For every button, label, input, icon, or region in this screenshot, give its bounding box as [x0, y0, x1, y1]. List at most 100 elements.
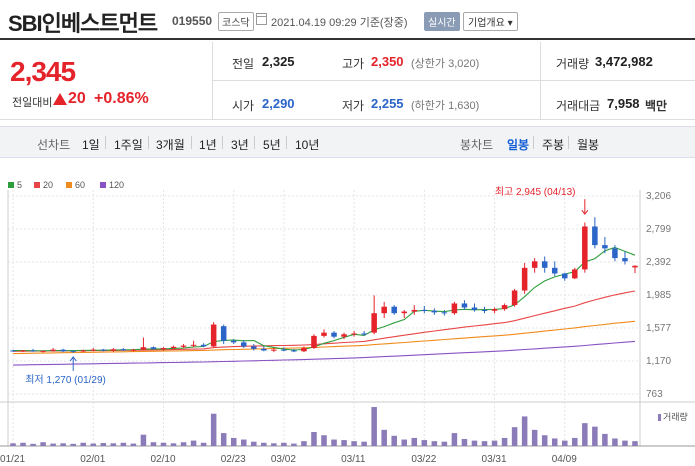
volume-bar: [341, 440, 347, 446]
period-10y[interactable]: 10년: [295, 138, 320, 152]
volume-bar: [130, 443, 137, 446]
divider: [222, 136, 223, 149]
volume-bar: [20, 442, 26, 446]
current-price: 2,345: [10, 56, 76, 87]
y-tick-label: 1,577: [646, 323, 671, 334]
divider: [540, 42, 541, 120]
candle-weekly[interactable]: 주봉: [542, 138, 565, 152]
period-1d[interactable]: 1일: [82, 138, 100, 152]
candle-body: [541, 261, 548, 268]
volume-bar: [461, 439, 468, 446]
candle-body: [130, 349, 137, 351]
volume-bar: [491, 440, 498, 446]
candle-body: [351, 333, 357, 335]
x-tick-label: 01/21: [0, 454, 25, 465]
candle-daily[interactable]: 일봉: [507, 138, 530, 152]
volume-bar: [200, 442, 207, 446]
calendar-icon: [256, 13, 267, 25]
volume-bar: [371, 407, 377, 446]
legend-ma120: 120: [100, 180, 124, 190]
amount-unit: 백만: [645, 99, 668, 113]
high-annotation: 최고 2,945 (04/13): [495, 186, 576, 198]
ma120-line: [12, 340, 636, 366]
volume-bar: [531, 429, 538, 446]
volume-bar: [572, 437, 578, 446]
candle-body: [110, 349, 117, 351]
open-value: 2,290: [262, 96, 295, 111]
candle-body: [50, 349, 56, 351]
divider: [191, 136, 192, 149]
candle-chart-label: 봉차트: [460, 138, 494, 152]
company-info-button[interactable]: 기업개요 ▾: [463, 12, 518, 31]
candle-body: [441, 312, 448, 314]
high-label: 고가: [342, 57, 365, 71]
candle-body: [90, 349, 97, 351]
candle-body: [562, 273, 568, 279]
candle-body: [331, 332, 337, 337]
candle-monthly[interactable]: 월봉: [577, 138, 600, 152]
volume-bar: [321, 435, 327, 446]
candle-body: [160, 348, 167, 350]
y-tick-label: 763: [646, 389, 663, 400]
volume-bar: [220, 433, 227, 446]
ma60-line: [12, 320, 636, 355]
volume-bar: [451, 433, 458, 446]
volume-bar: [70, 443, 76, 446]
divider: [568, 136, 569, 149]
realtime-button[interactable]: 실시간: [424, 12, 460, 31]
divider: [286, 136, 287, 149]
period-3m[interactable]: 3개월: [156, 138, 185, 152]
lower-limit: (하한가 1,630): [411, 100, 480, 112]
change-label: 전일대비: [12, 97, 53, 109]
volume-bar: [190, 440, 197, 446]
ma120-swatch: [100, 182, 106, 188]
volume-bar: [291, 443, 297, 446]
volume-bar: [361, 441, 367, 446]
volume-bar: [301, 441, 307, 446]
change-percent: +0.86%: [94, 90, 149, 107]
x-tick-label: 03/11: [341, 454, 366, 465]
ma5-swatch: [8, 182, 14, 188]
divider: [212, 42, 213, 120]
x-tick-label: 03/31: [482, 454, 507, 465]
volume-bar: [110, 443, 117, 446]
volume-bar: [80, 442, 86, 446]
candle-body: [501, 305, 508, 310]
volume-bar: [411, 437, 418, 446]
period-5y[interactable]: 5년: [263, 138, 281, 152]
volume-bar: [541, 435, 548, 446]
volume-bar: [90, 443, 97, 446]
low-annotation: 최저 1,270 (01/29): [25, 374, 106, 386]
x-tick-label: 03/22: [411, 454, 436, 465]
candle-body: [431, 310, 438, 313]
candle-body: [361, 333, 367, 335]
candle-body: [281, 349, 287, 351]
volume-bar: [240, 439, 247, 446]
candle-body: [80, 350, 86, 352]
volume-bar: [10, 443, 16, 446]
x-tick-label: 02/23: [221, 454, 246, 465]
volume-bar: [311, 432, 317, 446]
market-badge: 코스닥: [218, 12, 254, 31]
candle-body: [220, 326, 227, 341]
volume-bar: [140, 434, 147, 446]
period-3y[interactable]: 3년: [231, 138, 249, 152]
legend-ma20: 20: [34, 180, 53, 190]
period-1y[interactable]: 1년: [199, 138, 217, 152]
candle-body: [592, 226, 598, 246]
volume-bar: [441, 441, 448, 446]
candle-body: [140, 347, 147, 350]
volume-bar: [160, 442, 167, 446]
amount-label: 거래대금: [556, 99, 601, 113]
volume-bar: [180, 442, 187, 446]
volume-swatch: [658, 414, 661, 421]
candle-body: [622, 258, 628, 262]
amount-value: 7,958: [607, 96, 640, 111]
chart-toolbar: 선차트 1일 1주일 3개월 1년 3년 5년 10년 봉차트 일봉 주봉 월봉: [0, 126, 695, 158]
y-tick-label: 1,170: [646, 356, 671, 367]
volume-bar: [481, 441, 488, 446]
divider: [212, 80, 695, 81]
period-1w[interactable]: 1주일: [114, 138, 143, 152]
volume-value: 3,472,982: [595, 54, 653, 69]
